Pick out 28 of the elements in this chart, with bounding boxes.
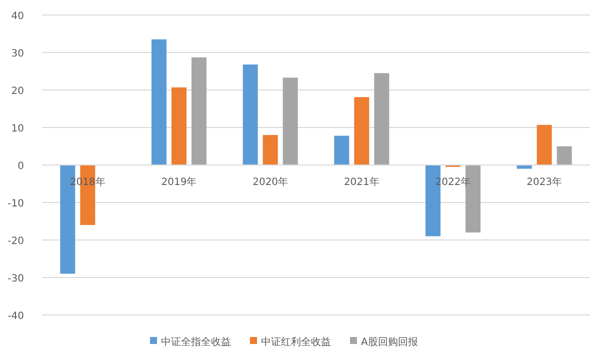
y-tick-label: -30: [8, 274, 24, 284]
x-tick-label: 2023年: [526, 176, 562, 188]
bar: [192, 57, 206, 165]
y-tick-label: 0: [18, 161, 24, 172]
bar: [242, 64, 258, 165]
y-tick-label: 10: [11, 124, 24, 134]
bar: [536, 124, 552, 165]
legend-label: 中证红利全收益: [261, 336, 331, 348]
y-tick-label: 40: [11, 11, 24, 22]
y-tick-label: 20: [11, 86, 24, 97]
x-tick-label: 2020年: [252, 176, 288, 188]
bar: [152, 39, 166, 165]
bar: [556, 146, 572, 165]
x-tick-label: 2019年: [161, 176, 197, 188]
legend-label: A股回购回报: [361, 336, 418, 348]
x-tick-label: 2021年: [344, 176, 380, 188]
bar: [262, 135, 278, 165]
bar: [282, 78, 298, 165]
y-tick-label: -10: [8, 198, 24, 210]
bar: [334, 136, 350, 165]
bar: [354, 97, 370, 165]
bar: [516, 165, 532, 169]
bar: [374, 73, 390, 165]
y-tick-label: -20: [8, 236, 24, 247]
legend-label: 中证全指全收益: [161, 336, 231, 348]
bar: [172, 87, 186, 165]
y-tick-label: 30: [11, 48, 24, 60]
y-tick-label: -40: [8, 311, 24, 322]
